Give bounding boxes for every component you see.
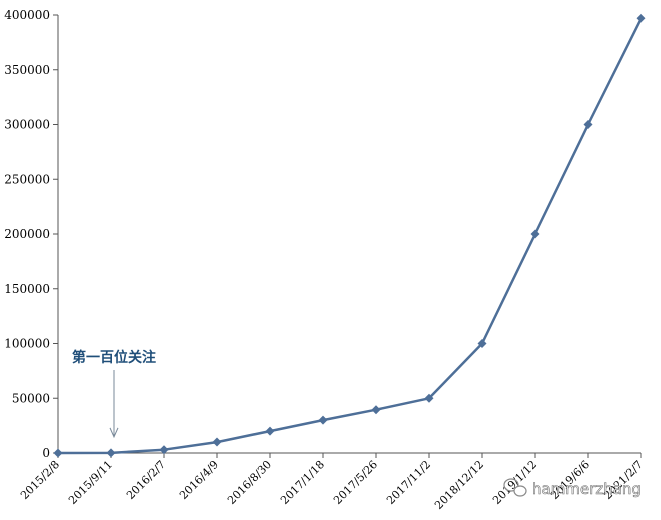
annotation-label: 第一百位关注 (72, 349, 156, 366)
data-point (265, 426, 275, 436)
data-point (53, 448, 63, 458)
y-tick-label: 0 (42, 446, 50, 460)
x-tick-label: 2016/4/9 (177, 458, 221, 502)
y-tick-label: 400000 (4, 8, 50, 22)
series-markers (53, 13, 646, 458)
x-tick-label: 2017/1/18 (278, 458, 327, 507)
data-point (371, 405, 381, 415)
data-point (530, 229, 540, 239)
x-tick-label: 2017/5/26 (331, 458, 380, 507)
data-point (106, 448, 116, 458)
data-point (583, 120, 593, 129)
y-tick-label: 200000 (4, 227, 50, 241)
y-tick-label: 50000 (12, 391, 50, 405)
data-point (159, 445, 169, 455)
data-point (212, 437, 222, 447)
watermark-text: hammerzhang (532, 480, 641, 498)
x-tick-label: 2015/9/11 (66, 458, 115, 507)
data-point (477, 339, 487, 348)
y-tick-label: 100000 (4, 337, 50, 351)
watermark: hammerzhang (503, 478, 641, 498)
data-point (636, 13, 646, 23)
y-ticks: 0 50000 100000 150000 200000 250000 300000 3500… (4, 8, 58, 460)
x-tick-label: 2016/8/30 (225, 458, 274, 507)
x-tick-label: 2015/2/8 (18, 458, 62, 502)
y-tick-label: 300000 (4, 118, 50, 132)
y-tick-label: 250000 (4, 172, 50, 186)
y-tick-label: 150000 (4, 282, 50, 296)
data-point (424, 393, 434, 403)
y-tick-label: 350000 (4, 63, 50, 77)
data-point (318, 415, 328, 425)
wechat-icon (503, 478, 527, 497)
axes (57, 15, 641, 454)
series-line (57, 17, 643, 455)
x-tick-label: 2018/12/12 (432, 458, 486, 512)
annotation: 第一百位关注 (72, 349, 156, 439)
x-tick-label: 2017/11/2 (384, 458, 433, 507)
x-tick-label: 2016/2/7 (124, 458, 168, 502)
annotation-arrowhead (109, 427, 119, 439)
